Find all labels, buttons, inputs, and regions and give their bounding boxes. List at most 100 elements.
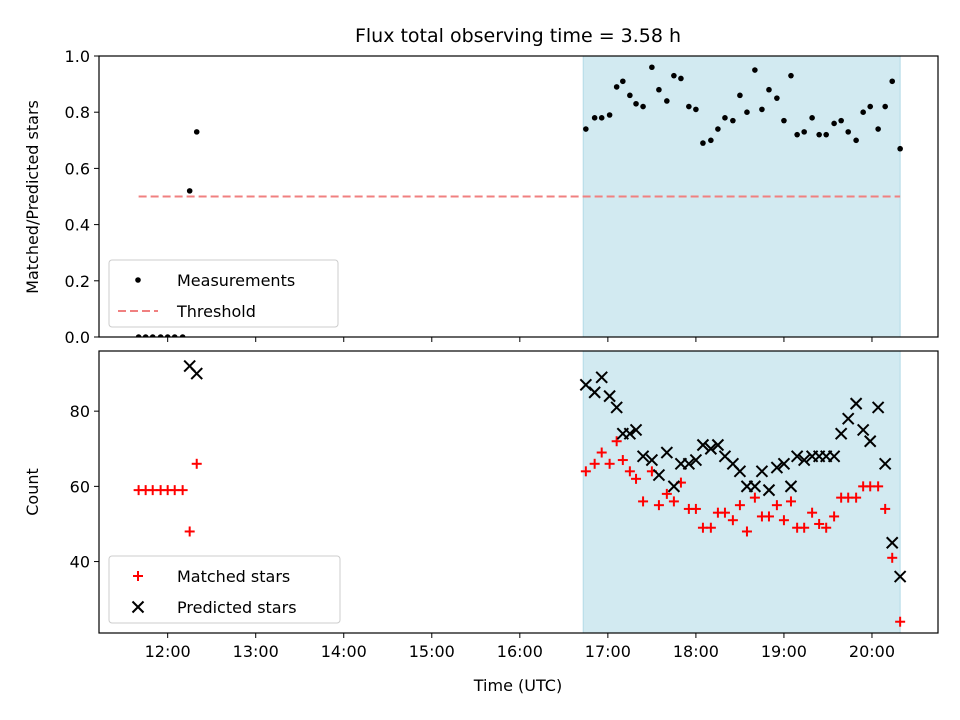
y-tick-label: 0.8 <box>65 103 90 122</box>
measurement-point <box>875 126 881 132</box>
plot-area <box>135 64 903 337</box>
measurement-point <box>781 117 787 124</box>
measurement-point <box>656 86 662 93</box>
ratio-panel: Flux total observing time = 3.58 h Match… <box>23 25 939 347</box>
measurement-point <box>193 129 200 135</box>
y-axis-label-ratio: Matched/Predicted stars <box>23 100 42 294</box>
predicted-stars-point <box>864 435 877 448</box>
matched-stars-point <box>661 488 672 499</box>
predicted-stars-point <box>588 386 601 399</box>
legend: Measurements Threshold <box>108 259 339 328</box>
measurement-point <box>693 106 699 113</box>
matched-stars-point <box>851 492 862 503</box>
measurement-point <box>845 129 852 135</box>
legend-label: Matched stars <box>177 567 290 586</box>
measurement-point <box>149 334 156 337</box>
measurement-point <box>766 86 772 93</box>
matched-stars-point <box>741 526 752 537</box>
measurement-point <box>823 131 829 138</box>
matched-stars-point <box>799 522 810 533</box>
measurement-point <box>171 334 178 337</box>
measurement-point <box>620 78 626 85</box>
predicted-stars-point <box>660 446 674 459</box>
matched-stars-point <box>814 518 825 529</box>
measurement-point <box>186 188 193 194</box>
measurement-point <box>860 109 866 115</box>
y-axis-label-count: Count <box>23 468 42 516</box>
measurement-point <box>179 334 186 337</box>
measurement-point <box>157 334 164 337</box>
matched-stars-point <box>604 458 615 469</box>
predicted-stars-point <box>652 468 666 482</box>
measurement-point <box>809 115 815 121</box>
legend-measurements-swatch <box>135 277 141 283</box>
measurement-point <box>759 106 765 113</box>
legend-box <box>108 259 339 328</box>
matched-stars-point <box>631 473 642 484</box>
matched-stars-point <box>821 522 832 533</box>
measurement-point <box>664 98 670 104</box>
predicted-stars-point <box>827 450 841 463</box>
y-tick-label: 60 <box>70 477 90 496</box>
axes-frame <box>98 55 939 338</box>
predicted-stars-point <box>790 450 804 463</box>
predicted-stars-point <box>696 438 710 452</box>
legend-label: Threshold <box>176 302 256 321</box>
matched-stars-point <box>763 511 774 522</box>
x-axis-label: Time (UTC) <box>473 676 562 695</box>
matched-stars-point <box>611 436 622 447</box>
measurement-point <box>135 334 142 337</box>
measurement-point <box>633 100 639 107</box>
measurement-point <box>613 84 620 90</box>
axes-frame <box>98 350 939 634</box>
y-tick-label: 80 <box>70 402 90 421</box>
measurement-point <box>671 72 677 79</box>
matched-stars-point <box>638 496 649 507</box>
matched-stars-point <box>690 503 701 514</box>
x-tick-label: 15:00 <box>409 642 455 661</box>
matched-stars-point <box>880 503 891 514</box>
matched-stars-point <box>589 458 600 469</box>
measurement-point <box>788 72 794 79</box>
matched-stars-point <box>829 511 840 522</box>
legend-label: Predicted stars <box>177 598 297 617</box>
predicted-stars-point <box>636 450 650 463</box>
measurement-point <box>164 334 171 337</box>
predicted-stars-point <box>856 423 870 437</box>
matched-stars-point <box>887 552 898 563</box>
measurement-point <box>708 137 714 144</box>
measurement-point <box>744 109 750 115</box>
measurement-point <box>737 92 743 99</box>
predicted-stars-point <box>623 427 637 440</box>
matched-stars-point <box>596 447 607 458</box>
measurement-point <box>816 131 822 138</box>
measurement-point <box>700 140 706 146</box>
predicted-stars-point <box>595 371 608 384</box>
matched-stars-point <box>785 496 796 507</box>
measurement-point <box>889 78 896 85</box>
matched-stars-point <box>184 526 195 537</box>
x-tick-label: 16:00 <box>497 642 543 661</box>
measurement-point <box>598 115 605 121</box>
measurement-point <box>606 112 613 118</box>
measurement-point <box>730 117 736 124</box>
x-tick-label: 14:00 <box>321 642 367 661</box>
measurement-point <box>794 131 800 138</box>
measurement-point <box>649 64 655 71</box>
predicted-stars-point <box>755 465 769 478</box>
measurement-point <box>686 103 692 110</box>
predicted-stars-point <box>748 480 762 493</box>
predicted-stars-point <box>834 427 848 440</box>
matched-stars-point <box>177 485 188 496</box>
measurement-point <box>640 103 646 110</box>
legend-box <box>108 555 341 624</box>
predicted-stars-point <box>878 457 892 471</box>
measurement-point <box>752 67 758 73</box>
predicted-stars-point <box>886 536 899 549</box>
predicted-stars-point <box>667 480 681 493</box>
measurement-point <box>142 334 149 337</box>
matched-stars-point <box>807 507 818 518</box>
x-tick-label: 13:00 <box>233 642 279 661</box>
legend-predicted-swatch <box>131 600 145 614</box>
predicted-stars-point <box>797 453 811 467</box>
